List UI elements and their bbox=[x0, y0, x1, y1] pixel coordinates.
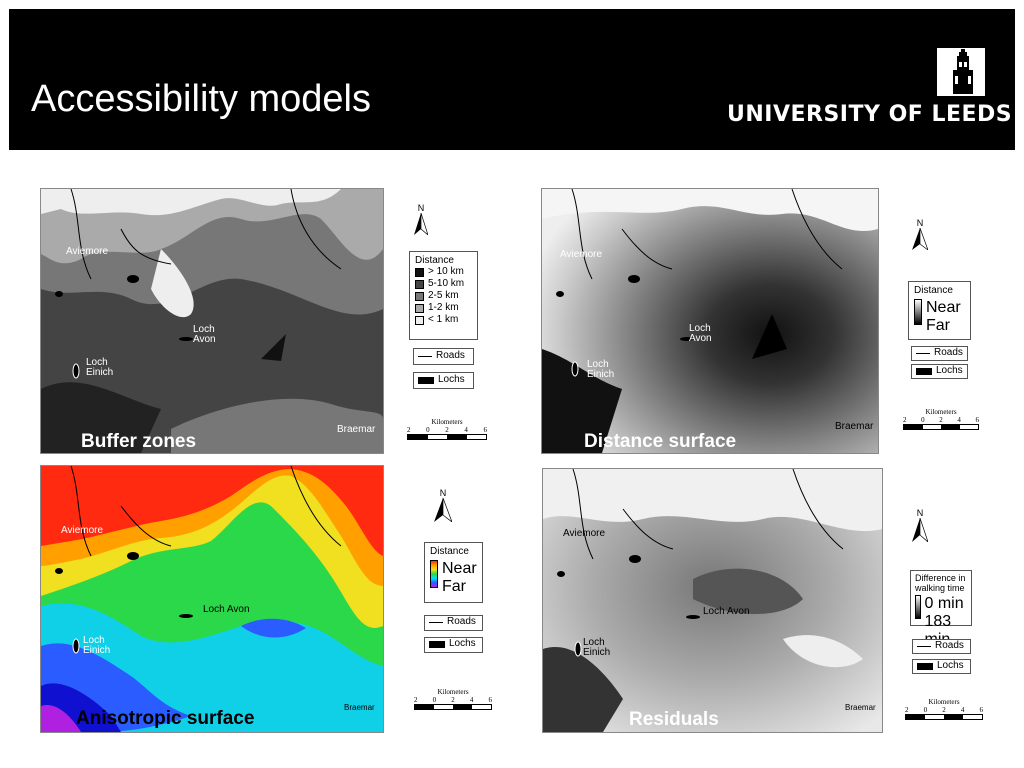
north-arrow-icon: N bbox=[912, 218, 929, 252]
place-aviemore: Aviemore bbox=[563, 528, 606, 539]
legend-far: Far bbox=[926, 317, 950, 334]
legend-item: > 10 km bbox=[415, 266, 472, 278]
legend-near: Near bbox=[442, 560, 477, 577]
place-loch-einich: Loch Einich bbox=[86, 357, 114, 378]
place-aviemore: Aviemore bbox=[66, 246, 109, 257]
anisotropic-surface-map: Aviemore Loch Avon Loch Einich Braemar A… bbox=[40, 465, 384, 733]
scale-title: Kilometers bbox=[437, 688, 469, 696]
place-loch-avon: Loch Avon bbox=[203, 604, 250, 615]
legend-far: Far bbox=[442, 578, 466, 595]
north-arrow-icon: N bbox=[414, 203, 429, 237]
north-label: N bbox=[916, 218, 924, 228]
residuals-map: Aviemore Loch Avon Loch Einich Braemar R… bbox=[542, 468, 883, 733]
buffer-zones-map: Aviemore Loch Avon Loch Einich Braemar B… bbox=[40, 188, 384, 454]
north-label: N bbox=[417, 203, 425, 213]
north-label: N bbox=[916, 508, 924, 518]
legend-residual: Difference in walking time 0 min 183 min bbox=[910, 570, 972, 648]
legend-lochs: Lochs bbox=[912, 659, 971, 674]
place-braemar: Braemar bbox=[344, 703, 375, 712]
legend-item: < 1 km bbox=[415, 314, 472, 326]
legend-distance: Distance Near Far bbox=[424, 542, 483, 603]
legend-lochs: Lochs bbox=[413, 372, 474, 389]
legend-distance: Distance > 10 km 5-10 km 2-5 km 1-2 km <… bbox=[409, 251, 478, 340]
legend-title: Distance bbox=[914, 285, 953, 296]
place-loch-einich: Loch Einich bbox=[583, 637, 611, 658]
legend-item: 2-5 km bbox=[415, 290, 472, 302]
legend-lochs: Lochs bbox=[911, 364, 968, 379]
legend-roads: Roads bbox=[911, 346, 968, 361]
place-loch-einich: Loch Einich bbox=[83, 635, 111, 656]
place-loch-avon: Loch Avon bbox=[689, 323, 712, 344]
place-braemar: Braemar bbox=[845, 703, 876, 712]
place-aviemore: Aviemore bbox=[560, 249, 603, 260]
slide-title: Accessibility models bbox=[31, 78, 371, 120]
university-logo-icon bbox=[937, 48, 985, 96]
place-loch-avon: Loch Avon bbox=[193, 324, 216, 345]
legend-item: 1-2 km bbox=[415, 302, 472, 314]
legend-gradient bbox=[914, 299, 922, 325]
scale-title: Kilometers bbox=[431, 418, 463, 426]
north-arrow-icon: N bbox=[912, 508, 929, 544]
scale-title: Kilometers bbox=[928, 698, 960, 706]
legend-gradient bbox=[430, 560, 438, 588]
legend-lochs: Lochs bbox=[424, 637, 483, 653]
legend-roads: Roads bbox=[424, 615, 483, 631]
legend-roads: Roads bbox=[912, 639, 971, 654]
north-arrow-icon: N bbox=[434, 488, 453, 524]
legend-title: Difference in walking time bbox=[915, 573, 966, 593]
map-caption: Distance surface bbox=[584, 431, 737, 452]
legend-item: 5-10 km bbox=[415, 278, 472, 290]
slide-header bbox=[9, 9, 1015, 150]
legend-gradient bbox=[915, 595, 922, 619]
legend-title: Distance bbox=[430, 546, 469, 557]
legend-near: Near bbox=[926, 299, 961, 316]
map-caption: Buffer zones bbox=[81, 431, 197, 452]
legend-min: 0 min bbox=[924, 595, 964, 612]
place-braemar: Braemar bbox=[337, 424, 376, 435]
university-logo-text: UNIVERSITY OF LEEDS bbox=[727, 102, 1013, 127]
legend-distance: Distance Near Far bbox=[908, 281, 971, 340]
place-aviemore: Aviemore bbox=[61, 525, 104, 536]
place-loch-avon: Loch Avon bbox=[703, 606, 750, 617]
legend-title: Distance bbox=[415, 255, 454, 266]
distance-surface-map: Aviemore Loch Avon Loch Einich Braemar D… bbox=[541, 188, 879, 454]
map-caption: Residuals bbox=[629, 709, 719, 730]
place-braemar: Braemar bbox=[835, 421, 874, 432]
place-loch-einich: Loch Einich bbox=[587, 359, 615, 380]
legend-roads: Roads bbox=[413, 348, 474, 365]
scale-title: Kilometers bbox=[925, 408, 957, 416]
north-label: N bbox=[439, 488, 447, 498]
map-caption: Anisotropic surface bbox=[76, 708, 255, 729]
